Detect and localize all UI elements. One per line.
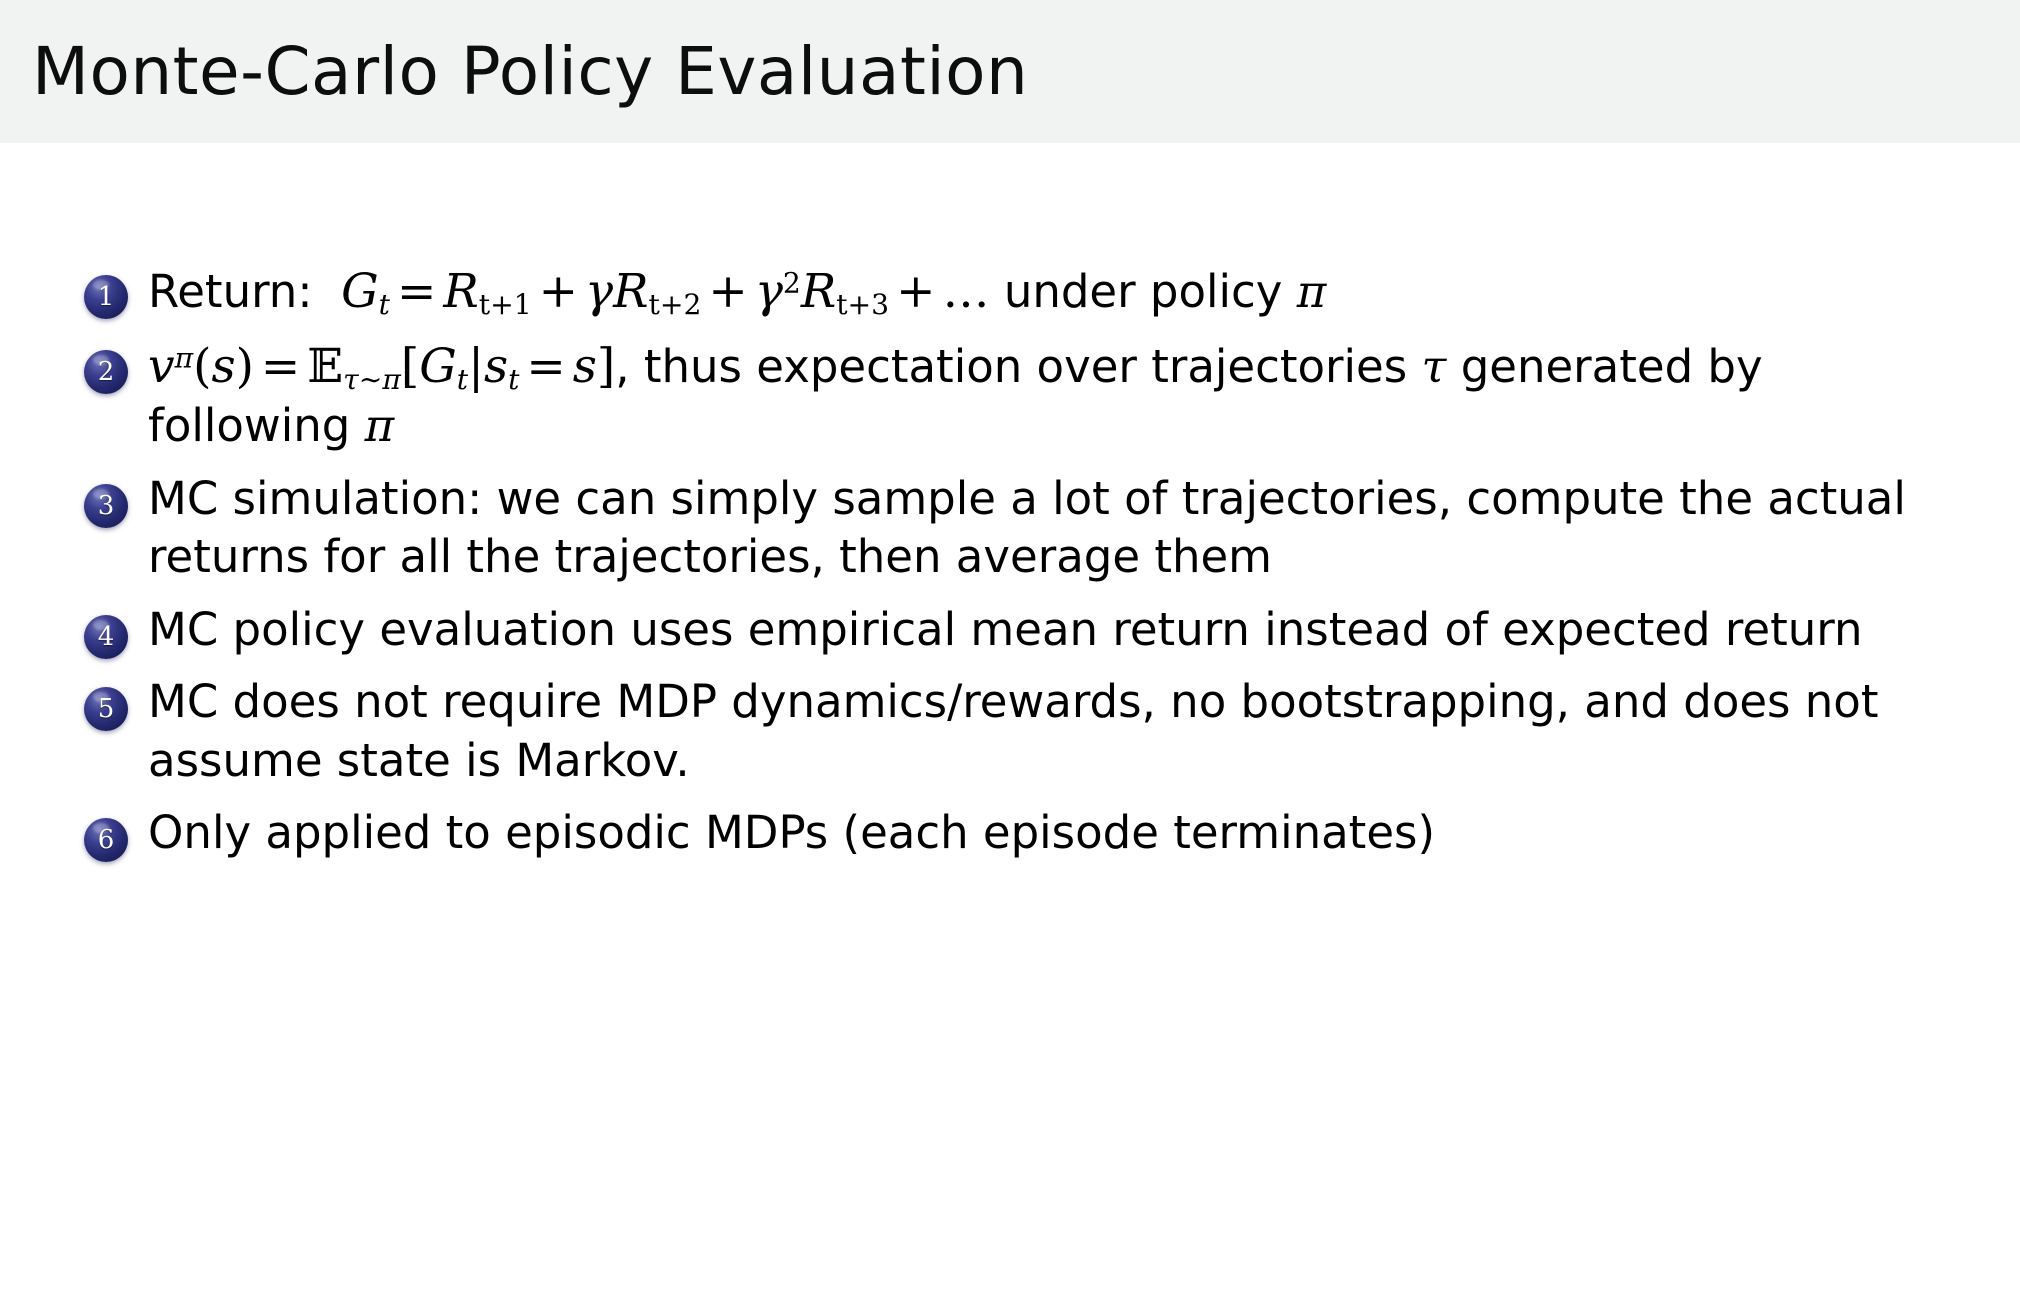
slide-header: Monte-Carlo Policy Evaluation: [0, 0, 2020, 143]
slide-body: 1 Return: Gt = Rt+1 + γRt+2 + γ2Rt+3 +… under p…: [0, 143, 2020, 863]
list-item-text: Only applied to episodic MDPs (each epis…: [148, 806, 1436, 860]
slide: Monte-Carlo Policy Evaluation 1 Return: …: [0, 0, 2020, 863]
bullet-1-tail-symbol: π: [1296, 265, 1327, 318]
bullet-number-icon: 3: [84, 483, 128, 528]
bullet-1-formula: Gt = Rt+1 + γRt+2 + γ2Rt+3 +…: [341, 264, 990, 322]
bullet-1-lead: Return:: [148, 265, 313, 318]
list-item: 1 Return: Gt = Rt+1 + γRt+2 + γ2Rt+3 +… under p…: [84, 261, 1950, 322]
bullet-2-mid: , thus expectation over trajectories: [615, 340, 1408, 394]
list-item-text: MC does not require MDP dynamics/rewards…: [148, 675, 1879, 787]
bullet-number-icon: 6: [84, 818, 128, 863]
list-item: 2 vπ(s) = 𝔼τ∼π[Gt|st = s], thus expectation …: [84, 336, 1950, 456]
list-item: 4 MC policy evaluation uses empirical me…: [84, 601, 1950, 660]
bullet-2-mid-symbol: τ: [1421, 340, 1447, 394]
bullet-2-formula: vπ(s) = 𝔼τ∼π[Gt|st = s]: [148, 339, 616, 397]
page-title: Monte-Carlo Policy Evaluation: [32, 32, 1029, 110]
list-item: 3 MC simulation: we can simply sample a …: [84, 470, 1950, 587]
bullet-number-icon: 2: [84, 350, 128, 395]
bullet-number-icon: 4: [84, 614, 128, 659]
bullet-number-icon: 1: [84, 275, 128, 319]
list-item-text: Return: Gt = Rt+1 + γRt+2 + γ2Rt+3 +… under pol…: [148, 261, 1326, 322]
bullet-number-icon: 5: [84, 687, 128, 732]
bullet-list: 1 Return: Gt = Rt+1 + γRt+2 + γ2Rt+3 +… under p…: [0, 261, 2020, 863]
list-item-text: MC policy evaluation uses empirical mean…: [148, 602, 1863, 656]
list-item: 6 Only applied to episodic MDPs (each ep…: [84, 804, 1950, 863]
bullet-2-line2-symbol: π: [364, 399, 395, 453]
list-item-text: MC simulation: we can simply sample a lo…: [148, 471, 1906, 584]
list-item: 5 MC does not require MDP dynamics/rewar…: [84, 673, 1950, 790]
bullet-2-line2: generated by following: [148, 340, 1763, 453]
bullet-1-tail: under policy: [1003, 265, 1283, 318]
list-item-text: vπ(s) = 𝔼τ∼π[Gt|st = s], thus expectation ov…: [148, 336, 1950, 456]
